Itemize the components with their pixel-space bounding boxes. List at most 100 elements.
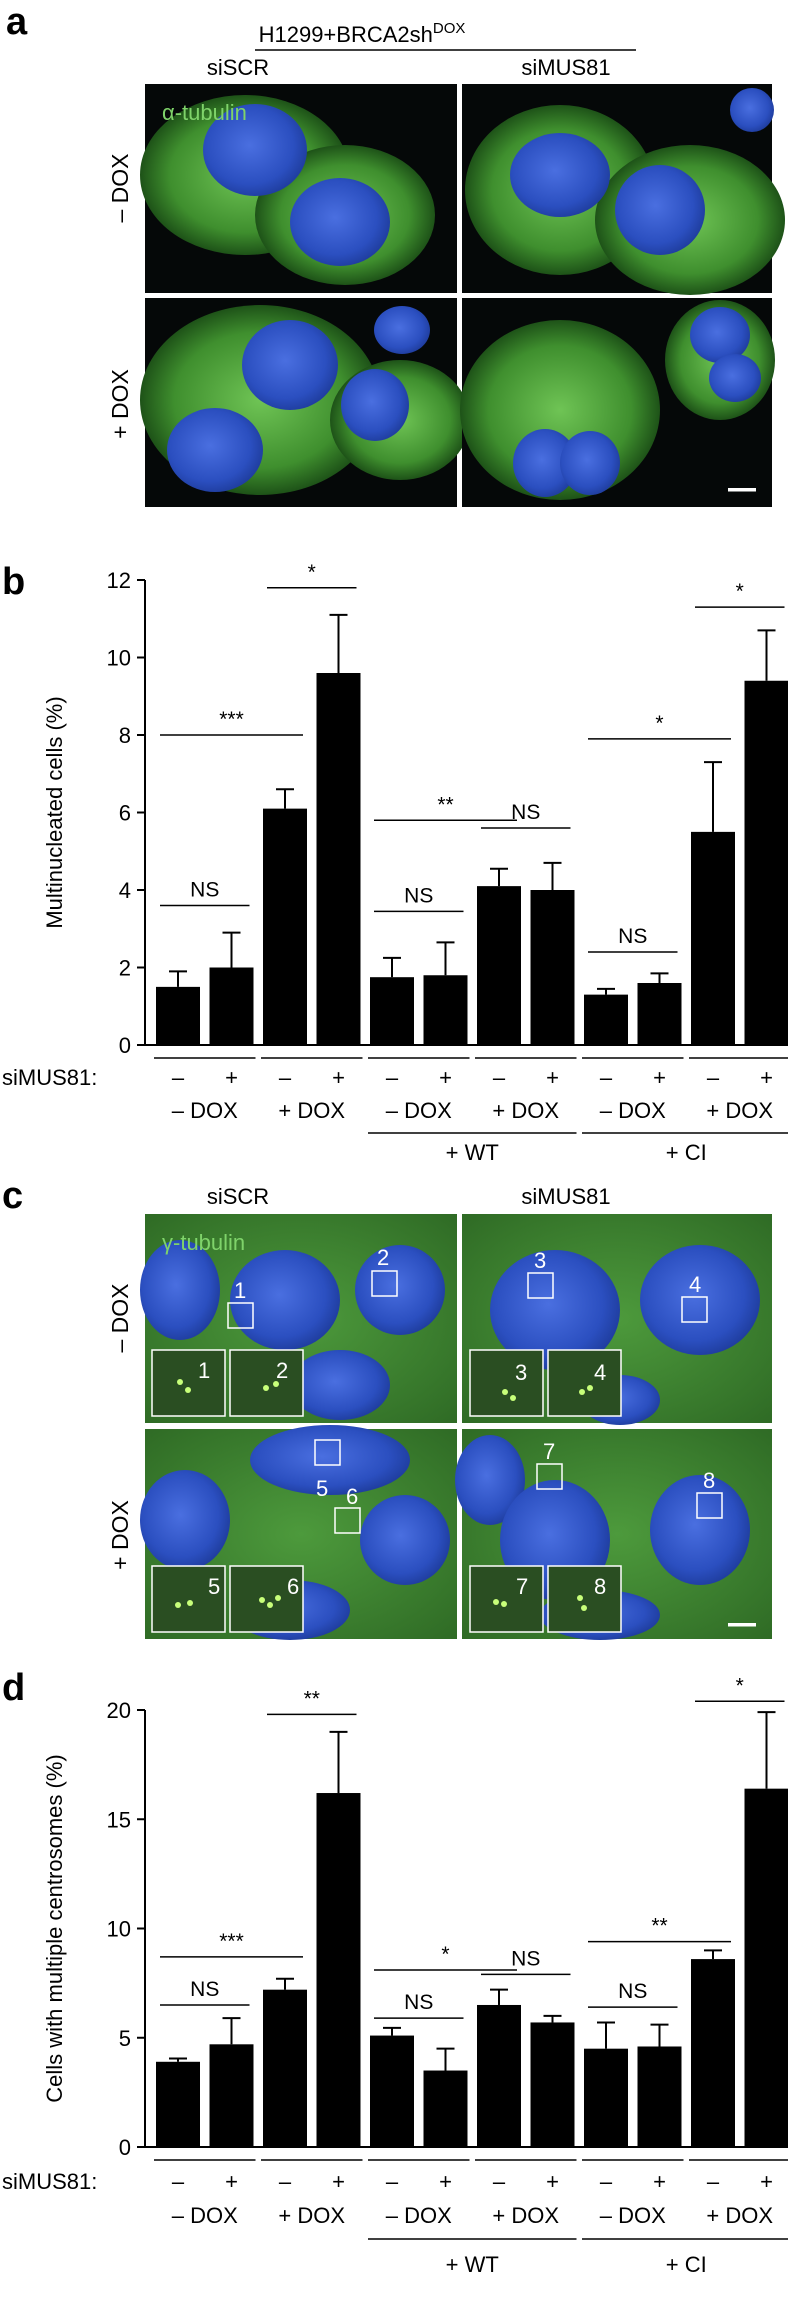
chart-b-significance-label: * [655, 712, 663, 735]
chart-d-y-tick-label: 15 [107, 1807, 131, 1832]
panel-c-col-siscr: siSCR [207, 1184, 269, 1209]
chart-b-group-label: + DOX [278, 1098, 345, 1123]
chart-b-bar [744, 680, 788, 1045]
panel-c-row-plus-dox: + DOX [107, 1500, 133, 1570]
scale-bar-c [728, 1623, 756, 1627]
scale-bar-a [728, 488, 756, 492]
chart-d-supergroup-label: + WT [446, 2252, 499, 2277]
chart-b-y-tick-label: 4 [119, 878, 131, 903]
chart-b-group-label: – DOX [386, 1098, 452, 1123]
chart-d-bar [477, 2004, 521, 2147]
chart-b-y-tick-label: 12 [107, 568, 131, 593]
chart-d-category-label: – [172, 2169, 185, 2194]
chart-b-bar [637, 983, 682, 1045]
chart-d-category-label: – [386, 2169, 399, 2194]
chart-d-row-label: siMUS81: [2, 2169, 97, 2194]
chart-d-group-label: + DOX [706, 2203, 773, 2228]
chart-b-category-label: + [332, 1065, 345, 1090]
chart-b-category-label: + [760, 1065, 773, 1090]
chart-d-group-label: + DOX [278, 2203, 345, 2228]
chart-b-category-label: – [707, 1065, 720, 1090]
cell-number-5: 5 [316, 1476, 328, 1501]
micrograph-c-minus-dox-simus81 [462, 1214, 772, 1425]
chart-d-bar [691, 1959, 735, 2147]
chart-d-significance-label: NS [404, 1991, 433, 2014]
chart-d-group-label: + DOX [492, 2203, 559, 2228]
panel-d: d 0 5 10 15 20 Cells with multiple centrosome… [2, 1667, 788, 2277]
micrograph-c-minus-dox-siscr [140, 1214, 457, 1423]
chart-d-bar [530, 2022, 575, 2147]
chart-b-group-label: + DOX [706, 1098, 773, 1123]
chart-b-bar [316, 673, 361, 1045]
chart-d-significance-label: * [441, 1943, 449, 1966]
chart-b-category-label: – [493, 1065, 506, 1090]
chart-b-group-label: + DOX [492, 1098, 559, 1123]
chart-b-bar [477, 886, 521, 1045]
micrograph-a-minus-dox-simus81 [462, 84, 785, 295]
chart-d-category-label: – [493, 2169, 506, 2194]
inset-number-8: 8 [594, 1574, 606, 1599]
micrograph-a-plus-dox-simus81 [460, 298, 775, 507]
chart-d-bar [423, 2070, 468, 2147]
chart-b-category-label: – [386, 1065, 399, 1090]
chart-d-bar [637, 2046, 682, 2147]
chart-b: 0 2 4 6 8 10 12 Multinucleated cells (%) siMUS81… [2, 561, 788, 1165]
micrograph-c-plus-dox-siscr [140, 1425, 457, 1640]
inset-number-3: 3 [515, 1360, 527, 1385]
chart-d-bar [156, 2061, 200, 2147]
panel-b: b 0 2 4 6 8 10 12 Multinucleated cells (%) siMUS… [2, 561, 788, 1165]
chart-d: 0 5 10 15 20 Cells with multiple centrosomes … [2, 1674, 788, 2277]
chart-d-group-label: – DOX [600, 2203, 666, 2228]
micrograph-a-minus-dox-siscr [140, 84, 457, 293]
chart-b-bar [423, 975, 468, 1045]
inset-number-4: 4 [594, 1360, 606, 1385]
panel-a-header-sup: DOX [433, 20, 466, 37]
cell-number-6: 6 [346, 1484, 358, 1509]
chart-d-bar [370, 2035, 414, 2147]
chart-d-category-label: – [279, 2169, 292, 2194]
chart-d-category-label: + [225, 2169, 238, 2194]
panel-c-letter: c [2, 1175, 23, 1217]
panel-a-letter: a [6, 1, 28, 43]
cell-number-4: 4 [689, 1272, 701, 1297]
chart-d-bar [263, 1989, 307, 2147]
chart-d-significance-label: NS [190, 1978, 219, 2001]
chart-d-supergroup-label: + CI [666, 2252, 707, 2277]
cell-number-1: 1 [234, 1278, 246, 1303]
panel-a-col-simus81: siMUS81 [521, 55, 610, 80]
chart-b-y-tick-label: 10 [107, 646, 131, 671]
chart-b-significance-label: NS [190, 879, 219, 902]
panel-a-col-siscr: siSCR [207, 55, 269, 80]
chart-b-bar [370, 977, 414, 1045]
chart-b-y-tick-label: 2 [119, 956, 131, 981]
chart-b-significance-label: *** [219, 708, 244, 731]
chart-b-y-tick-label: 0 [119, 1033, 131, 1058]
chart-d-bar [744, 1788, 788, 2147]
chart-b-category-label: + [546, 1065, 559, 1090]
chart-b-group-label: – DOX [600, 1098, 666, 1123]
panel-c: c siSCR siMUS81 – DOX + DOX γ-tubulin 1 … [2, 1175, 772, 1640]
chart-d-significance-label: NS [618, 1980, 647, 2003]
chart-b-y-tick-label: 8 [119, 723, 131, 748]
inset-number-2: 2 [276, 1358, 288, 1383]
panel-d-letter: d [2, 1667, 25, 1709]
chart-b-significance-label: * [736, 580, 744, 603]
chart-b-significance-label: NS [404, 884, 433, 907]
chart-b-category-label: + [439, 1065, 452, 1090]
inset-number-6: 6 [287, 1574, 299, 1599]
chart-d-category-label: + [332, 2169, 345, 2194]
panel-a-row-plus-dox: + DOX [107, 369, 133, 439]
chart-b-row-label: siMUS81: [2, 1065, 97, 1090]
chart-b-group-label: – DOX [172, 1098, 238, 1123]
chart-b-supergroup-label: + WT [446, 1140, 499, 1165]
micrograph-c-plus-dox-simus81 [455, 1429, 772, 1640]
chart-d-bar [209, 2044, 254, 2147]
chart-d-y-tick-label: 0 [119, 2135, 131, 2160]
panel-a-stain-label: α-tubulin [162, 100, 247, 125]
panel-c-row-minus-dox: – DOX [107, 1283, 133, 1352]
chart-b-category-label: + [225, 1065, 238, 1090]
inset-number-1: 1 [198, 1358, 210, 1383]
chart-d-y-tick-label: 5 [119, 2026, 131, 2051]
chart-d-category-label: + [653, 2169, 666, 2194]
chart-d-group-label: – DOX [386, 2203, 452, 2228]
